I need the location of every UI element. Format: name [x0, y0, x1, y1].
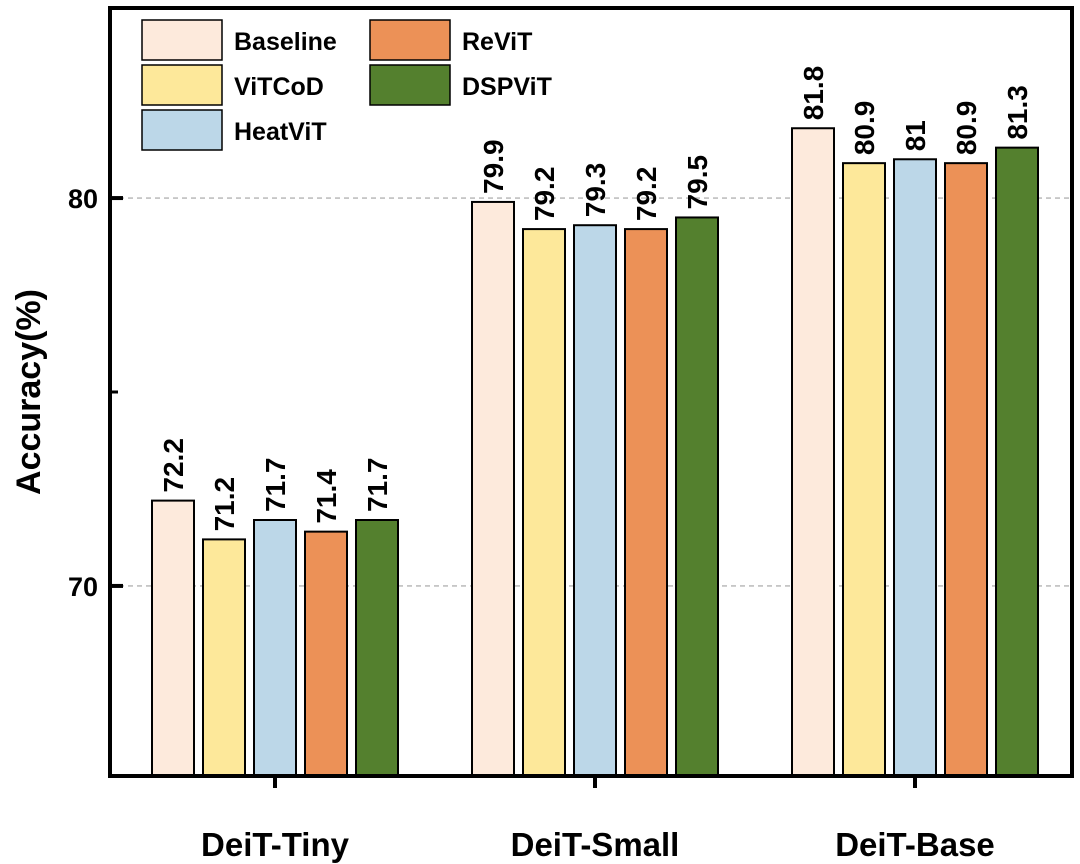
- data-label: 81: [900, 120, 931, 151]
- bar-baseline-deit-tiny: [151, 499, 195, 777]
- bars: [151, 127, 1039, 778]
- legend-swatch-dspvit: [369, 64, 451, 106]
- data-label: 79.5: [682, 155, 713, 210]
- legend-label-dspvit: DSPViT: [462, 73, 552, 101]
- data-label: 81.8: [798, 66, 829, 121]
- bar-baseline-deit-small: [471, 200, 515, 777]
- data-label: 71.4: [311, 469, 342, 524]
- data-label: 72.2: [158, 438, 189, 493]
- bar-dspvit-deit-small: [675, 216, 719, 778]
- data-label: 80.9: [951, 101, 982, 156]
- legend-swatch-heatvit: [141, 109, 223, 151]
- bar-baseline-deit-base: [791, 127, 835, 777]
- legend-label-vitcod: ViTCoD: [234, 73, 324, 101]
- data-label: 79.2: [529, 167, 560, 222]
- data-label: 79.9: [478, 139, 509, 194]
- bar-heatvit-deit-small: [573, 224, 617, 778]
- bar-heatvit-deit-base: [893, 158, 937, 778]
- bar-dspvit-deit-tiny: [355, 519, 399, 777]
- bar-revit-deit-tiny: [304, 530, 348, 777]
- y-tick-label: 70: [68, 572, 98, 602]
- data-label: 71.7: [260, 458, 291, 513]
- bar-vitcod-deit-small: [522, 228, 566, 778]
- bar-vitcod-deit-tiny: [202, 538, 246, 777]
- axes: 70 80 DeiT-Tiny DeiT-Small DeiT-Base: [68, 184, 995, 863]
- x-tick-label: DeiT-Small: [511, 826, 680, 863]
- legend-swatch-baseline: [141, 19, 223, 61]
- bar-revit-deit-small: [624, 228, 668, 778]
- bar-vitcod-deit-base: [842, 162, 886, 778]
- legend-label-heatvit: HeatViT: [234, 118, 327, 146]
- legend-swatch-vitcod: [141, 64, 223, 106]
- data-label: 79.2: [631, 167, 662, 222]
- bar-revit-deit-base: [944, 162, 988, 778]
- data-label: 71.2: [209, 477, 240, 532]
- data-label: 71.7: [362, 458, 393, 513]
- data-labels: 72.2 71.2 71.7 71.4 71.7 79.9 79.2 79.3 79.2 79.5…: [158, 66, 1033, 532]
- data-label: 80.9: [849, 101, 880, 156]
- y-tick-label: 80: [68, 184, 98, 214]
- legend-label-baseline: Baseline: [234, 28, 337, 56]
- y-axis-title: Accuracy(%): [10, 289, 48, 495]
- x-tick-label: DeiT-Tiny: [201, 826, 350, 863]
- bar-dspvit-deit-base: [995, 146, 1039, 778]
- legend-label-revit: ReViT: [462, 28, 532, 56]
- bar-heatvit-deit-tiny: [253, 519, 297, 777]
- data-label: 81.3: [1002, 85, 1033, 140]
- legend-swatch-revit: [369, 19, 451, 61]
- data-label: 79.3: [580, 163, 611, 218]
- legend: Baseline ViTCoD HeatViT ReViT DSPViT: [141, 19, 552, 151]
- x-tick-label: DeiT-Base: [835, 826, 995, 863]
